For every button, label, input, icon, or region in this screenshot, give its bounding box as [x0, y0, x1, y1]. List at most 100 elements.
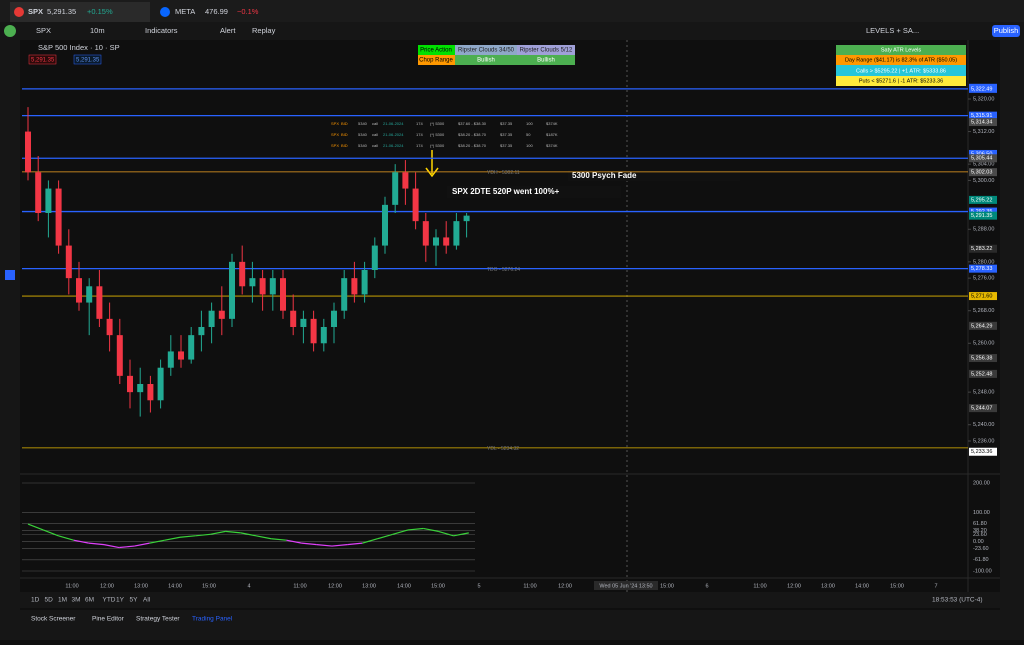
flow-cell: 100 — [526, 143, 533, 148]
oscillator-segment — [453, 532, 469, 537]
bid-box — [28, 54, 57, 65]
candle-body — [45, 188, 52, 213]
flow-cell: 5340 — [358, 121, 368, 126]
candle-body — [280, 278, 286, 311]
price-tag — [969, 195, 997, 204]
y-tick-label: 200.00 — [973, 480, 990, 486]
symbol-search[interactable]: SPX — [36, 26, 51, 35]
bottom-panel — [0, 610, 1024, 640]
flow-cell: 174 — [416, 143, 423, 148]
flow-cell: SPX — [331, 121, 339, 126]
bid: 5,291.35 — [31, 58, 55, 64]
candle-body — [208, 310, 215, 327]
flow-cell: 50 — [526, 132, 531, 137]
cell-text: Puts < $5271.6 | -1 ATR: $5233.36 — [859, 78, 943, 84]
flow-cell: (*) 5300 — [430, 132, 445, 137]
candle-body — [249, 278, 256, 287]
flow-cell: $187K — [546, 132, 558, 137]
replay-button[interactable]: Replay — [252, 26, 276, 35]
cell-text: Price Action — [420, 48, 452, 54]
candle-body — [412, 188, 419, 222]
range-button[interactable]: 5D — [45, 597, 54, 604]
bottom-tab[interactable]: Trading Panel — [192, 616, 233, 623]
y-tick-label: 5,304.00 — [973, 162, 994, 168]
bottom-tab[interactable]: Strategy Tester — [136, 616, 180, 623]
x-tick-label: 7 — [934, 583, 937, 589]
y-tick-label: 5,320.00 — [973, 96, 994, 102]
flow-cell: call — [372, 121, 378, 126]
flow-cell: BID — [341, 132, 348, 137]
cell — [517, 55, 575, 65]
flow-cell: BID — [341, 143, 348, 148]
range-button[interactable]: All — [143, 597, 151, 604]
price-tag — [969, 149, 997, 158]
level-label: YDH - 5302.11 — [487, 170, 520, 176]
candle-body — [433, 237, 439, 246]
indicators-button[interactable]: Indicators — [145, 26, 178, 35]
active-tool[interactable] — [5, 270, 15, 280]
price-tag — [969, 321, 997, 330]
flow-cell: 174 — [416, 121, 423, 126]
oscillator-segment — [286, 539, 302, 544]
candle-body — [290, 310, 297, 327]
candle-body — [65, 245, 72, 279]
layout-name[interactable]: LEVELS + SA... — [866, 26, 919, 35]
flow-cell: $38.20 - $38.70 — [458, 143, 487, 148]
range-button[interactable]: 5Y — [130, 597, 139, 604]
cell-text: Bullish — [537, 58, 555, 64]
candle-body — [137, 384, 144, 393]
oscillator-segment — [362, 538, 378, 544]
price-tag-label: 5,302.03 — [971, 170, 992, 176]
flow-cell: $37.35 — [500, 132, 513, 137]
level-label: YDL - 5234.32 — [487, 446, 519, 452]
alert-button[interactable]: Alert — [220, 26, 236, 35]
price-tag — [969, 84, 997, 93]
range-button[interactable]: 1D — [31, 597, 40, 604]
range-button[interactable]: 6M — [85, 597, 94, 604]
oscillator-segment — [407, 527, 424, 531]
range-button[interactable]: YTD — [103, 597, 116, 604]
tab-icon — [160, 7, 170, 17]
candle-body — [35, 172, 42, 213]
candle-body — [188, 335, 195, 360]
bottom-tab[interactable]: Pine Editor — [92, 616, 125, 623]
oscillator-segment — [423, 527, 439, 532]
price-tag — [969, 404, 997, 413]
candle-body — [402, 172, 409, 189]
cell — [517, 45, 575, 55]
oscillator-segment — [240, 532, 257, 537]
price-tag — [969, 264, 997, 273]
flow-cell: 5340 — [358, 132, 368, 137]
range-button[interactable]: 1M — [58, 597, 67, 604]
oscillator-segment — [271, 538, 287, 541]
x-tick-label: 12:00 — [787, 583, 801, 589]
cell — [836, 65, 966, 76]
avatar[interactable] — [4, 25, 16, 37]
price-tag — [969, 211, 997, 220]
range-button[interactable]: 1Y — [116, 597, 125, 604]
bottom-tab[interactable]: Stock Screener — [31, 616, 76, 623]
price-tag-label: 5,295.22 — [971, 197, 992, 203]
interval[interactable]: 10m — [90, 26, 105, 35]
candle-body — [239, 261, 246, 287]
candle-body — [341, 278, 348, 311]
x-tick-label: 11:00 — [65, 583, 78, 589]
price-tag — [969, 111, 997, 120]
candle-body — [198, 327, 205, 336]
range-button[interactable]: 3M — [72, 597, 81, 604]
candle-body — [25, 131, 31, 173]
publish-button[interactable] — [992, 25, 1020, 37]
y-tick-label: 5,300.00 — [973, 178, 994, 184]
price-tag-label: 5,278.33 — [971, 266, 992, 272]
y-tick-label: 5,276.00 — [973, 276, 994, 282]
tab[interactable] — [10, 2, 150, 22]
oscillator-segment — [73, 539, 89, 544]
tab[interactable] — [155, 2, 300, 22]
x-tick-label: 13:00 — [362, 583, 376, 589]
clock: 18:53:53 (UTC-4) — [932, 597, 983, 604]
x-tick-label: 5 — [477, 583, 480, 589]
side-toolbar — [1000, 40, 1024, 610]
flow-cell: $37.60 - $38.30 — [458, 121, 487, 126]
price-tag-label: 5,314.34 — [971, 119, 992, 125]
flow-cell: BID — [341, 121, 348, 126]
